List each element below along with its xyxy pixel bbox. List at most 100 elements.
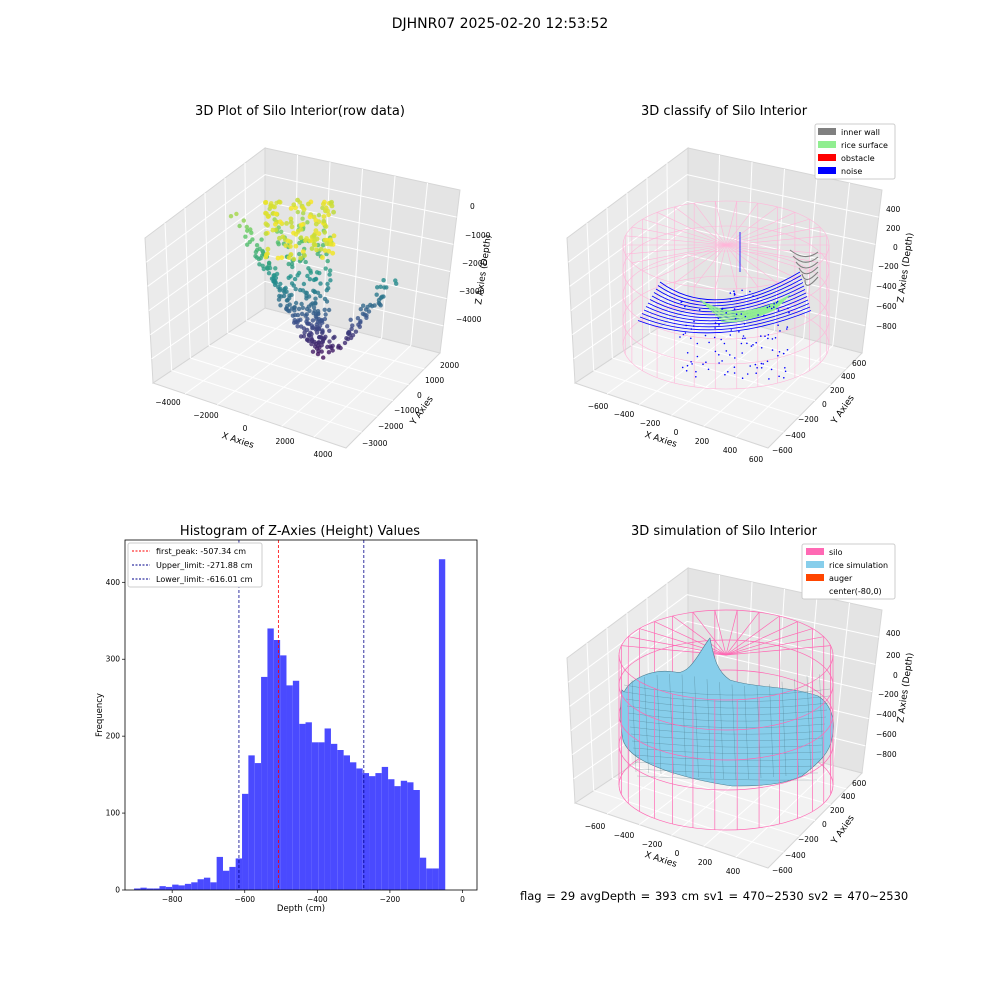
noise-point [755, 372, 757, 375]
histogram-bar [407, 782, 414, 890]
silo-wire [654, 621, 727, 656]
histogram-bar [178, 885, 185, 890]
plot2-legend-label: noise [841, 167, 862, 176]
histogram-bar [280, 655, 287, 890]
plot2-axes3d: inner wall rice surface obstacle noise −… [566, 123, 916, 464]
data-point [332, 334, 337, 340]
plot2-z-ticks: −800 −600 −400 −200 0 200 400 [876, 205, 901, 331]
data-point [288, 252, 294, 257]
noise-point [768, 305, 771, 308]
wall-arc [792, 255, 819, 263]
data-point [278, 281, 283, 287]
data-point [290, 313, 296, 318]
plot3-title: Histogram of Z-Axies (Height) Values [179, 524, 421, 539]
plot1-z-tick: −1000 [465, 231, 491, 240]
data-point [347, 330, 352, 336]
data-point [277, 199, 283, 205]
plot4-title: 3D simulation of Silo Interior [631, 524, 817, 539]
histogram-bar [191, 882, 198, 890]
plot2-x-tick: 0 [674, 428, 679, 437]
histogram-legend-label: first_peak: -507.34 cm [156, 547, 246, 556]
noise-point [787, 307, 789, 310]
data-point [295, 324, 300, 329]
noise-point [771, 338, 774, 340]
plot2-y-tick: 200 [830, 386, 845, 395]
data-point [323, 224, 329, 229]
histogram-bar [324, 728, 331, 890]
data-point [295, 209, 300, 215]
surface-mesh-line [625, 698, 829, 709]
noise-point [690, 361, 692, 363]
silo-wire [725, 628, 813, 656]
plot2-y-tick: 400 [841, 372, 856, 381]
data-point [297, 251, 302, 257]
noise-point [760, 335, 762, 337]
noise-point [776, 300, 779, 303]
histogram-y-tick: 300 [106, 655, 121, 664]
noise-point [779, 330, 781, 332]
data-point [304, 290, 309, 296]
noise-arc [639, 306, 811, 331]
histogram-frame [124, 539, 478, 891]
noise-point [707, 368, 710, 371]
plot4-y-tick: −400 [785, 851, 806, 860]
silo-wire [725, 206, 778, 246]
plot4-x-tick: −200 [642, 840, 663, 849]
plot1-z-tick: −2000 [462, 259, 488, 268]
silo-wire [725, 615, 780, 656]
data-point [310, 349, 316, 354]
plot2-x-ticks: −600 −400 −200 0 200 400 600 [588, 402, 764, 464]
histogram-bar [394, 786, 401, 890]
data-point [263, 200, 269, 205]
data-point [378, 284, 383, 289]
histogram-bar [400, 780, 408, 890]
plot2-legend-swatch [818, 167, 836, 174]
data-point [319, 335, 324, 340]
histogram-y-tick: 0 [115, 886, 120, 895]
data-point [293, 300, 299, 306]
data-point [296, 306, 302, 312]
noise-point [783, 377, 785, 379]
noise-arc [641, 303, 810, 328]
histogram-bar [222, 870, 230, 890]
noise-point [743, 323, 746, 325]
rice-arc [705, 298, 787, 315]
data-point [356, 322, 361, 327]
data-point [328, 237, 333, 243]
surface-mesh-line [694, 676, 699, 778]
silo-wire [625, 235, 727, 246]
noise-point [741, 377, 744, 380]
histogram-bar [165, 886, 173, 890]
data-point [273, 281, 279, 286]
surface-mesh-line [781, 681, 787, 777]
surface-mesh-line [731, 684, 737, 781]
silo-wire [618, 684, 834, 731]
data-point [286, 275, 291, 280]
silo-wire [725, 244, 796, 278]
data-point [277, 219, 283, 225]
silo-wire [725, 244, 821, 264]
plot2-y-ticks: −600 −400 −200 0 200 400 600 [772, 359, 867, 455]
data-point [314, 330, 320, 335]
noise-point [766, 360, 769, 363]
noise-point [735, 313, 738, 316]
data-point [322, 229, 328, 235]
noise-point [733, 290, 735, 293]
histogram-bar [299, 723, 306, 890]
data-point [355, 316, 361, 321]
plot1-x-label: X Axies [220, 431, 255, 451]
plot1-x-tick: 2000 [275, 437, 294, 446]
data-point [298, 235, 304, 241]
histogram-bar [413, 790, 420, 890]
silo-wire [725, 621, 798, 656]
data-point [321, 218, 327, 224]
plot2-x-tick: −600 [588, 402, 609, 411]
data-point [321, 201, 326, 207]
histogram-y-label: Frequency [95, 693, 105, 737]
data-point [305, 220, 310, 225]
noise-point [718, 354, 720, 356]
data-point [305, 273, 310, 279]
data-point [348, 317, 353, 322]
plot4-legend-swatch [806, 548, 824, 555]
noise-point [720, 338, 722, 341]
